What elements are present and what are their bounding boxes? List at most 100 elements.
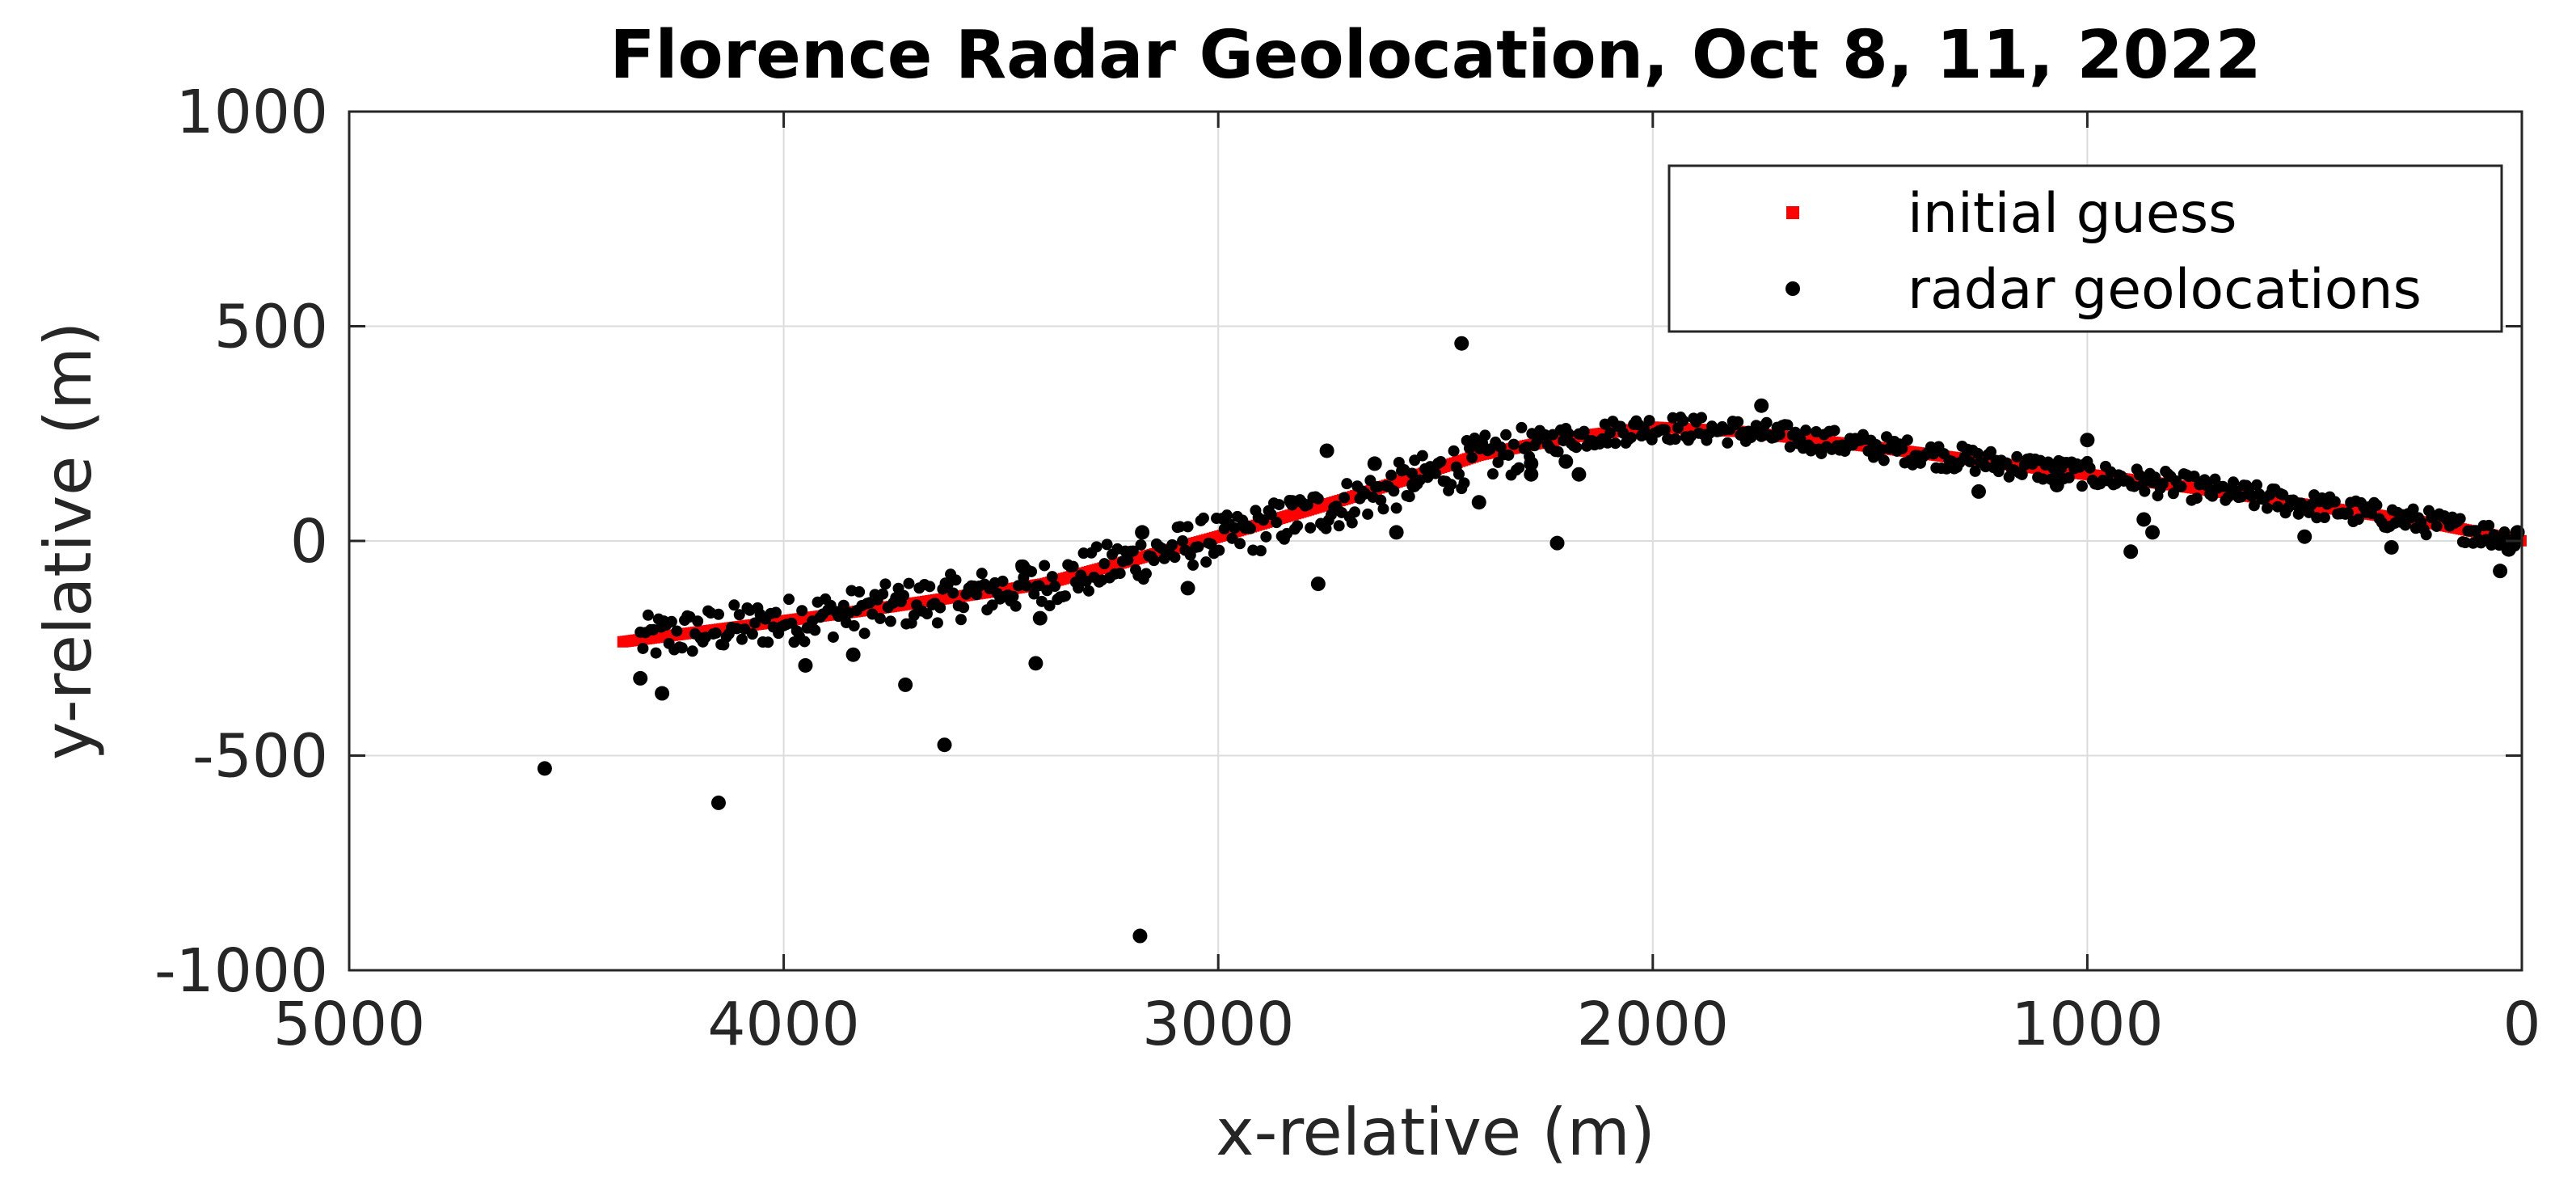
radar-geolocation-point	[1258, 514, 1270, 526]
radar-geolocation-point	[1696, 412, 1708, 424]
radar-geolocation-point	[2136, 512, 2152, 527]
radar-geolocation-point	[1305, 522, 1317, 534]
radar-geolocation-point	[1180, 581, 1195, 596]
radar-geolocation-point	[1012, 580, 1024, 592]
radar-geolocation-point	[1132, 928, 1148, 944]
radar-geolocation-point	[2139, 485, 2151, 497]
radar-geolocation-point	[1971, 447, 1984, 459]
radar-geolocation-point	[854, 586, 866, 598]
radar-geolocation-point	[1046, 571, 1058, 583]
radar-geolocation-point	[1878, 454, 1890, 467]
radar-geolocation-point	[2123, 544, 2139, 560]
radar-geolocation-point	[676, 642, 688, 654]
radar-geolocation-point	[1090, 541, 1102, 553]
radar-geolocation-point	[1558, 454, 1574, 469]
radar-geolocation-point	[845, 647, 861, 662]
radar-geolocation-point	[1390, 502, 1402, 514]
radar-geolocation-point	[1032, 610, 1048, 626]
radar-geolocation-point	[1513, 462, 1525, 474]
radar-geolocation-point	[1205, 538, 1217, 551]
radar-geolocation-point	[1722, 437, 1734, 449]
radar-geolocation-point	[2371, 499, 2383, 511]
radar-geolocation-point	[736, 633, 748, 645]
radar-geolocation-point	[2297, 529, 2312, 544]
radar-geolocation-point	[934, 602, 947, 614]
radar-geolocation-point	[1562, 428, 1575, 440]
radar-geolocation-point	[796, 605, 808, 617]
radar-geolocation-point	[1127, 545, 1139, 557]
radar-geolocation-point	[809, 624, 821, 636]
y-tick-label: -1000	[154, 936, 328, 1006]
radar-geolocation-point	[733, 609, 745, 621]
radar-geolocation-point	[762, 636, 774, 648]
radar-geolocation-point	[921, 608, 934, 620]
radar-geolocation-point	[1454, 336, 1469, 351]
radar-geolocation-point	[746, 628, 758, 640]
radar-geolocation-point	[1265, 509, 1277, 521]
radar-geolocation-point	[1524, 456, 1539, 471]
radar-geolocation-point	[769, 606, 782, 619]
radar-geolocation-point	[1969, 465, 1981, 477]
radar-geolocation-point	[937, 737, 952, 753]
radar-geolocation-point	[1114, 568, 1126, 580]
radar-geolocation-point	[1985, 446, 1997, 458]
radar-geolocation-point	[1234, 538, 1246, 550]
radar-geolocation-point	[1122, 554, 1134, 566]
radar-geolocation-point	[2384, 539, 2399, 555]
radar-geolocation-point	[1445, 479, 1457, 491]
radar-geolocation-point	[798, 657, 813, 673]
radar-geolocation-point	[2228, 476, 2240, 488]
radar-geolocation-point	[1200, 556, 1212, 568]
radar-geolocation-point	[1292, 520, 1304, 532]
y-tick-label: 500	[214, 293, 328, 362]
radar-geolocation-point	[1244, 522, 1256, 534]
radar-geolocation-point	[1828, 424, 1840, 437]
radar-geolocation-point	[1643, 415, 1655, 427]
radar-geolocation-point	[1732, 416, 1744, 428]
radar-geolocation-point	[2188, 470, 2200, 482]
radar-geolocation-point	[642, 609, 654, 621]
radar-geolocation-point	[2248, 500, 2260, 512]
radar-geolocation-point	[633, 670, 648, 686]
radar-geolocation-point	[2493, 564, 2508, 579]
radar-geolocation-point	[2084, 462, 2096, 474]
radar-geolocation-point	[897, 589, 909, 602]
radar-geolocation-point	[799, 636, 811, 648]
radar-geolocation-point	[1625, 432, 1637, 444]
radar-geolocation-point	[986, 599, 998, 611]
radar-geolocation-point	[2235, 491, 2247, 503]
radar-geolocation-point	[1507, 438, 1520, 450]
radar-geolocation-point	[2175, 480, 2187, 492]
radar-geolocation-point	[931, 617, 943, 629]
x-tick-labels: 5000 4000 3000 2000 1000 0	[273, 990, 2541, 1059]
radar-geolocation-point	[898, 677, 913, 692]
radar-geolocation-point	[1971, 484, 1986, 499]
y-axis-label: y-relative (m)	[31, 322, 106, 760]
legend-initial-guess-marker	[1786, 206, 1799, 219]
radar-geolocation-point	[879, 578, 892, 590]
x-tick-label: 0	[2502, 990, 2540, 1059]
radar-geolocation-point	[2261, 502, 2273, 514]
radar-geolocations-series	[537, 336, 2525, 944]
radar-geolocation-point	[710, 795, 726, 810]
radar-geolocation-point	[924, 581, 936, 593]
radar-geolocation-point	[2054, 456, 2069, 471]
radar-geolocation-point	[1339, 492, 1351, 504]
radar-geolocation-point	[1760, 416, 1773, 429]
radar-geolocation-point	[2049, 477, 2064, 492]
radar-geolocation-point	[1453, 468, 1465, 480]
radar-geolocation-point	[1500, 429, 1512, 441]
radar-geolocation-point	[2145, 525, 2161, 540]
radar-geolocation-point	[749, 617, 761, 629]
radar-geolocation-point	[1901, 434, 1913, 446]
radar-geolocation-point	[1174, 521, 1186, 533]
radar-geolocation-point	[2149, 471, 2161, 484]
radar-geolocation-point	[1346, 517, 1358, 529]
radar-geolocation-point	[1135, 538, 1147, 551]
radar-geolocation-point	[1388, 485, 1400, 497]
radar-geolocation-point	[1571, 467, 1587, 482]
radar-geolocation-point	[1273, 499, 1285, 511]
radar-geolocation-point	[1284, 495, 1300, 510]
